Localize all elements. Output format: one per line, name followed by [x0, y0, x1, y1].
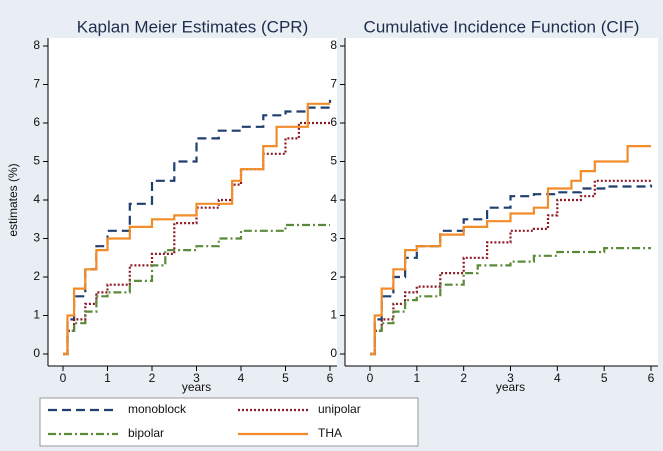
x-tick-label: 2	[149, 371, 156, 385]
y-tick-label: 1	[330, 308, 337, 322]
y-tick-label: 3	[330, 231, 337, 245]
x-tick-label: 3	[507, 371, 514, 385]
chart-title: Kaplan Meier Estimates (CPR)	[77, 17, 308, 36]
x-tick-label: 1	[104, 371, 111, 385]
x-tick-label: 6	[327, 371, 334, 385]
series-line	[370, 184, 653, 356]
series-line	[63, 99, 332, 356]
legend-label: THA	[318, 426, 342, 440]
x-axis-label: years	[182, 380, 211, 394]
x-tick-label: 5	[601, 371, 608, 385]
y-tick-label: 6	[33, 115, 40, 129]
y-tick-label: 4	[330, 192, 337, 206]
x-tick-label: 2	[460, 371, 467, 385]
x-tick-label: 6	[648, 371, 655, 385]
y-tick-label: 4	[33, 192, 40, 206]
x-tick-label: 5	[282, 371, 289, 385]
legend-box	[39, 397, 419, 447]
x-axis-label: years	[496, 380, 525, 394]
series-line	[63, 223, 330, 356]
plot-area	[48, 38, 337, 366]
y-tick-label: 2	[330, 269, 337, 283]
y-tick-label: 0	[330, 346, 337, 360]
legend-label: bipolar	[128, 426, 164, 440]
series-line	[370, 179, 651, 356]
y-tick-label: 2	[33, 269, 40, 283]
y-tick-label: 6	[330, 115, 337, 129]
series-line	[370, 247, 651, 356]
y-tick-label: 0	[33, 346, 40, 360]
x-tick-label: 4	[238, 371, 245, 385]
chart-title: Cumulative Incidence Function (CIF)	[364, 17, 640, 36]
y-tick-label: 3	[33, 231, 40, 245]
legend-label: unipolar	[318, 402, 361, 416]
y-tick-label: 1	[33, 308, 40, 322]
x-tick-label: 1	[413, 371, 420, 385]
y-tick-label: 5	[330, 154, 337, 168]
y-tick-label: 5	[33, 154, 40, 168]
legend-label: monoblock	[128, 402, 187, 416]
y-tick-label: 7	[330, 77, 337, 91]
plot-area	[345, 38, 658, 366]
y-tick-label: 8	[33, 38, 40, 52]
y-tick-label: 8	[330, 38, 337, 52]
x-tick-label: 4	[554, 371, 561, 385]
y-axis-label: estimates (%)	[6, 163, 20, 236]
y-tick-label: 7	[33, 77, 40, 91]
series-line	[370, 145, 651, 356]
series-line	[63, 102, 330, 356]
x-tick-label: 0	[367, 371, 374, 385]
x-tick-label: 3	[193, 371, 200, 385]
x-tick-label: 0	[60, 371, 67, 385]
